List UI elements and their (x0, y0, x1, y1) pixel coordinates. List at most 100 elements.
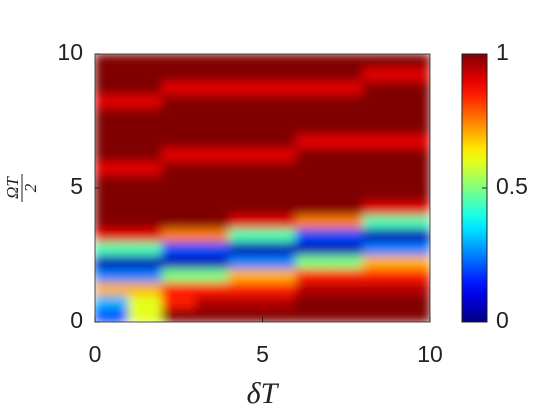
heatmap-cell (195, 133, 230, 149)
heatmap-cell (128, 200, 163, 216)
y-label-numerator: ΩT (3, 176, 22, 199)
heatmap-cell (295, 294, 330, 310)
heatmap-cell (262, 308, 297, 322)
heatmap-cell (329, 200, 364, 216)
heatmap-cell (262, 214, 297, 229)
heatmap-cell (228, 308, 263, 322)
heatmap-area (95, 54, 430, 322)
heatmap-cell (128, 227, 163, 243)
heatmap-cell (195, 160, 230, 176)
heatmap-cell (396, 214, 430, 229)
heatmap-cell (95, 93, 129, 109)
heatmap-cell (95, 267, 129, 283)
y-tick-label: 10 (57, 39, 83, 65)
heatmap-cell (329, 254, 364, 269)
heatmap-cell (329, 80, 364, 95)
heatmap-cell (95, 120, 129, 135)
heatmap-cell (195, 187, 230, 202)
heatmap-cell (262, 200, 297, 216)
heatmap-cell (295, 227, 330, 243)
heatmap-cell (329, 227, 364, 243)
heatmap-cell (329, 160, 364, 176)
heatmap-cell (362, 227, 397, 243)
heatmap-cell (262, 254, 297, 269)
x-tick-label: 0 (89, 341, 102, 367)
heatmap-cell (228, 281, 263, 296)
heatmap-cell (95, 214, 129, 229)
heatmap-cell (362, 80, 397, 95)
y-tick-label: 0 (70, 307, 83, 333)
heatmap-cell (161, 241, 196, 256)
heatmap-cell (396, 187, 430, 202)
heatmap-cell (362, 294, 397, 310)
heatmap-cell (262, 80, 297, 95)
heatmap-cell (295, 214, 330, 229)
heatmap-cell (161, 54, 196, 68)
heatmap-cell (396, 241, 430, 256)
heatmap-cell (295, 160, 330, 176)
heatmap-cell (228, 93, 263, 109)
heatmap-cell (128, 80, 163, 95)
heatmap-cell (161, 133, 196, 149)
colorbar-tick-label: 0 (496, 307, 509, 333)
heatmap-cell (195, 107, 230, 122)
heatmap-cell (262, 66, 297, 82)
heatmap-cell (362, 254, 397, 269)
heatmap-cell (329, 147, 364, 162)
heatmap-cell (95, 107, 129, 122)
heatmap-cell (95, 294, 129, 310)
heatmap-cell (195, 54, 230, 68)
heatmap-cell (95, 147, 129, 162)
heatmap-cell (128, 241, 163, 256)
heatmap-cell (362, 281, 397, 296)
heatmap-cell (362, 147, 397, 162)
heatmap-cell (128, 254, 163, 269)
heatmap-cell (329, 308, 364, 322)
heatmap-cell (329, 214, 364, 229)
heatmap-cell (228, 187, 263, 202)
heatmap-cell (329, 267, 364, 283)
heatmap-cell (262, 174, 297, 189)
heatmap-cell (295, 54, 330, 68)
heatmap-cell (228, 294, 263, 310)
heatmap-cell (329, 241, 364, 256)
heatmap-cell (396, 66, 430, 82)
heatmap-cell (262, 54, 297, 68)
x-axis-label: δT (247, 377, 280, 410)
heatmap-cell (262, 133, 297, 149)
heatmap-cell (262, 107, 297, 122)
heatmap-cell (95, 174, 129, 189)
heatmap-cell (95, 66, 129, 82)
heatmap-cell (262, 294, 297, 310)
heatmap-cell (195, 120, 230, 135)
heatmap-cell (228, 254, 263, 269)
heatmap-cell (161, 308, 196, 322)
heatmap-cell (95, 308, 129, 322)
colorbar-tick-label: 0.5 (496, 173, 528, 199)
heatmap-cell (195, 254, 230, 269)
heatmap-cell (362, 214, 397, 229)
heatmap-cell (295, 254, 330, 269)
heatmap-cell (161, 254, 196, 269)
heatmap-cell (128, 294, 163, 310)
heatmap-cell (295, 80, 330, 95)
heatmap-cell (161, 174, 196, 189)
heatmap-cell (161, 147, 196, 162)
heatmap-cell (396, 93, 430, 109)
heatmap-cell (362, 241, 397, 256)
heatmap-cell (161, 107, 196, 122)
heatmap-cell (396, 160, 430, 176)
heatmap-cell (295, 133, 330, 149)
heatmap-cell (329, 66, 364, 82)
heatmap-cell (161, 66, 196, 82)
heatmap-cell (329, 294, 364, 310)
heatmap-cell (362, 187, 397, 202)
heatmap-cell (95, 133, 129, 149)
heatmap-cell (295, 187, 330, 202)
heatmap-cell (329, 133, 364, 149)
heatmap-cell (228, 241, 263, 256)
heatmap-cell (128, 214, 163, 229)
heatmap-cell (262, 147, 297, 162)
heatmap-cell (195, 308, 230, 322)
heatmap-cell (362, 308, 397, 322)
